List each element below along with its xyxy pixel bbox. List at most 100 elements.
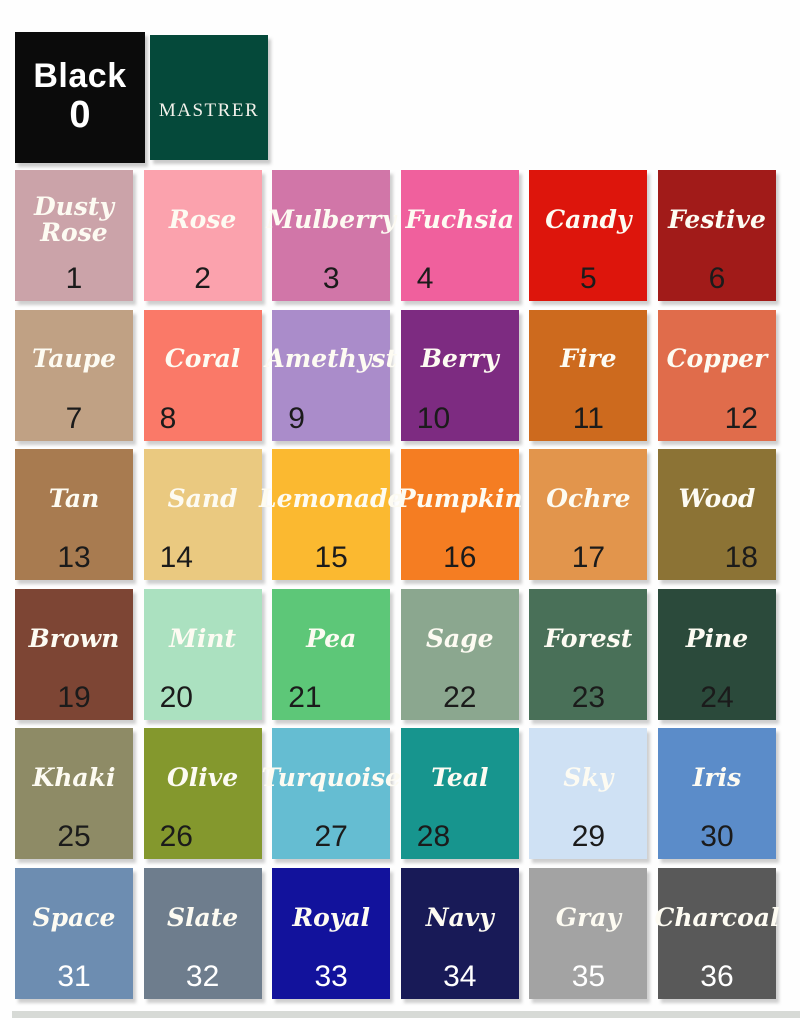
swatch-name-label: Wood [678,483,756,513]
color-swatch-cell: Candy 5 [529,170,648,301]
swatch-number-label: 21 [288,680,322,714]
swatch-number-label: 24 [700,680,734,714]
color-swatch-cell: Coral 8 [143,309,262,441]
swatch-number-label: 5 [580,262,597,295]
swatch-number-label: 18 [724,541,758,575]
color-swatch-cell: Fuchsia 4 [400,170,519,301]
swatch-number-label: 17 [571,541,606,575]
brand-label: MASTRER [158,99,260,121]
swatch-name-label: Berry [420,344,499,374]
color-swatch-cell: Amethyst 9 [265,309,398,441]
color-swatch-cell: Mint 20 [143,588,262,720]
swatch-name-label: Slate [166,902,239,932]
color-swatch-cell: Tan 13 [15,449,133,581]
color-swatch-cell: Space 31 [15,867,133,999]
black-swatch-label: Black [33,56,127,95]
black-swatch: Black 0 [15,32,145,163]
swatch-name-label: Sage [425,623,494,653]
swatch-number-label: 2 [194,262,211,295]
color-swatch-cell: Slate 32 [143,867,262,999]
swatch-name-label: Olive [166,763,239,793]
swatch-number-label: 10 [416,401,451,435]
swatch-name-label: Copper [666,344,768,374]
swatch-number-label: 3 [322,262,340,295]
swatch-name-label: Rose [168,204,237,234]
swatch-number-label: 27 [314,820,348,854]
color-swatch-cell: Mulberry 3 [266,170,396,301]
color-swatch-cell: Iris 30 [657,728,776,860]
color-swatch-cell: Sand 14 [143,449,262,581]
swatch-name-label: Amethyst [265,344,398,374]
swatch-number-label: 33 [314,959,348,993]
swatch-name-label: Taupe [32,344,116,374]
swatch-number-label: 23 [571,680,606,714]
swatch-number-label: 36 [700,959,734,993]
swatch-name-label: Teal [431,763,489,793]
swatch-number-label: 15 [314,541,348,575]
swatch-number-label: 22 [443,680,477,714]
swatch-number-label: 35 [571,959,606,993]
swatch-name-label: Pea [306,623,357,653]
swatch-name-label: Festive [668,204,766,234]
brand-swatch: MASTRER [150,35,268,160]
color-swatch-cell: Ochre 17 [529,449,648,581]
color-swatch-cell: Rose 2 [143,170,262,301]
color-swatch-cell: Khaki 25 [15,728,133,860]
swatch-grid: Dusty Rose 1 Rose 2 Mulberry 3 Fuchsia 4… [15,170,780,999]
swatch-name-label: Pumpkin [396,483,523,513]
color-swatch-cell: Dusty Rose 1 [15,170,133,301]
swatch-name-label: Space [32,902,116,932]
color-swatch-cell: Copper 12 [657,309,776,441]
swatch-name-label: Dusty Rose [33,192,114,247]
color-swatch-cell: Olive 26 [143,728,262,860]
swatch-name-label: Lemonade [259,483,404,513]
swatch-name-label: Iris [692,763,742,793]
swatch-number-label: 4 [416,262,434,295]
swatch-name-label: Ochre [546,483,631,513]
swatch-name-label: Fire [560,344,617,374]
color-swatch-cell: Sage 22 [400,588,519,720]
swatch-number-label: 9 [288,401,305,435]
black-swatch-number: 0 [69,94,91,137]
swatch-name-label: Forest [544,623,633,653]
swatch-number-label: 20 [159,680,193,714]
color-swatch-cell: Wood 18 [657,449,776,581]
swatch-name-label: Navy [425,902,494,932]
color-swatch-cell: Berry 10 [400,309,519,441]
color-swatch-cell: Turquoise 27 [261,728,401,860]
swatch-name-label: Brown [28,623,120,653]
swatch-name-label: Candy [545,204,632,234]
color-swatch-cell: Sky 29 [529,728,648,860]
swatch-number-label: 11 [572,401,604,435]
swatch-name-label: Mint [169,623,237,653]
color-swatch-cell: Navy 34 [400,867,519,999]
swatch-number-label: 13 [57,541,91,575]
swatch-name-label: Tan [48,483,100,513]
color-swatch-cell: Brown 19 [15,588,133,720]
swatch-number-label: 26 [159,820,193,854]
color-swatch-cell: Gray 35 [529,867,648,999]
swatch-number-label: 30 [700,820,734,854]
swatch-number-label: 31 [57,959,91,993]
swatch-number-label: 29 [571,820,606,854]
swatch-name-label: Charcoal [654,902,780,932]
swatch-name-label: Sand [167,483,238,513]
swatch-name-label: Mulberry [266,204,396,234]
swatch-name-label: Royal [292,902,371,932]
color-swatch-cell: Charcoal 36 [654,867,780,999]
swatch-number-label: 19 [57,680,91,714]
color-swatch-cell: Pine 24 [657,588,776,720]
swatch-number-label: 6 [708,262,726,295]
swatch-name-label: Gray [555,902,621,932]
swatch-number-label: 16 [443,541,477,575]
bottom-divider [12,1011,800,1018]
swatch-number-label: 7 [65,401,83,435]
swatch-number-label: 34 [443,959,477,993]
swatch-name-label: Turquoise [261,763,401,793]
swatch-name-label: Fuchsia [405,204,515,234]
swatch-number-label: 8 [159,401,177,435]
color-swatch-cell: Festive 6 [657,170,776,301]
color-swatch-cell: Lemonade 15 [259,449,404,581]
swatch-number-label: 25 [57,820,91,854]
